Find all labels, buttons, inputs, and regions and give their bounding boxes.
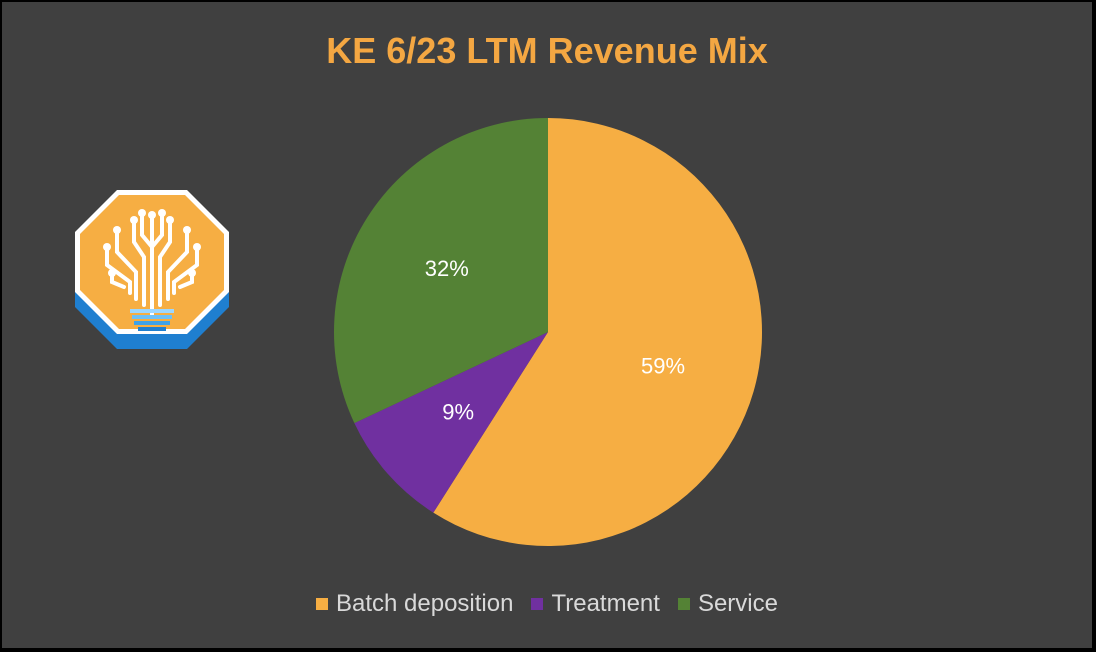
pie-slice-treatment xyxy=(354,332,548,513)
legend: Batch deposition Treatment Service xyxy=(2,590,1092,618)
legend-item-service: Service xyxy=(677,590,778,618)
data-label-treatment: 9% xyxy=(442,399,474,424)
legend-label: Service xyxy=(697,590,778,617)
data-label-batch-deposition: 59% xyxy=(641,353,685,378)
data-label-service: 32% xyxy=(425,256,469,281)
legend-item-treatment: Treatment xyxy=(531,590,660,618)
legend-label: Treatment xyxy=(551,590,660,617)
legend-swatch xyxy=(677,598,690,610)
pie-slice-batch-deposition xyxy=(433,118,762,546)
legend-label: Batch deposition xyxy=(336,590,514,617)
pie-slice-service xyxy=(334,118,548,424)
lightbulb-tree-icon xyxy=(72,187,232,357)
legend-item-batch-deposition: Batch deposition xyxy=(316,590,513,618)
chart-title: KE 6/23 LTM Revenue Mix xyxy=(326,30,768,71)
legend-swatch xyxy=(316,598,328,610)
legend-swatch xyxy=(531,598,544,610)
